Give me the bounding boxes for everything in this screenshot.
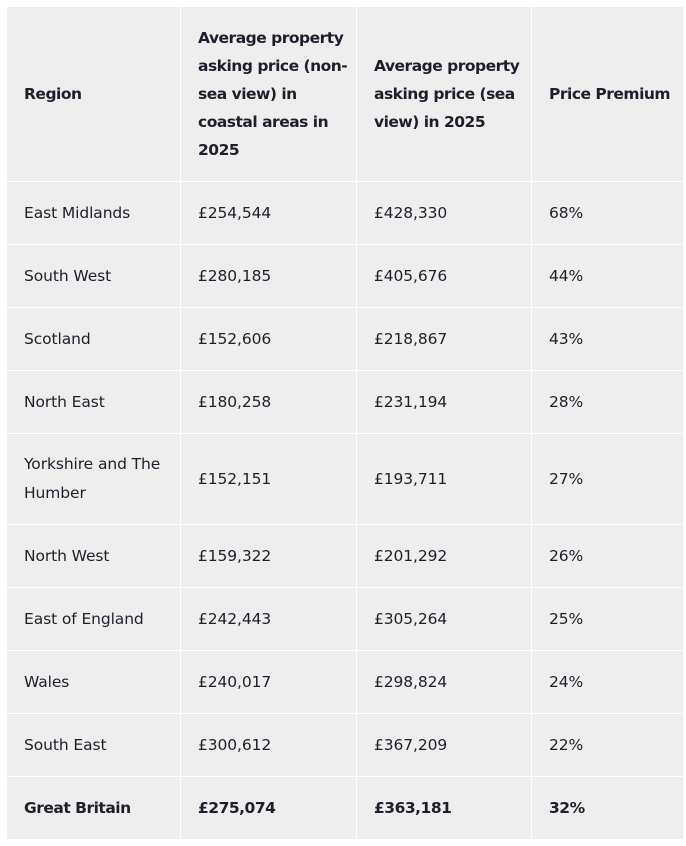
- table-row: East Midlands £254,544 £428,330 68%: [7, 182, 683, 245]
- header-region: Region: [7, 7, 181, 182]
- table-row: East of England £242,443 £305,264 25%: [7, 588, 683, 651]
- cell-non-sea-view-price: £254,544: [181, 182, 357, 245]
- cell-price-premium: 28%: [532, 371, 683, 434]
- table-total-row: Great Britain £275,074 £363,181 32%: [7, 777, 683, 839]
- cell-sea-view-price: £363,181: [357, 777, 532, 839]
- header-non-sea-view-price: Average property asking price (non-sea v…: [181, 7, 357, 182]
- cell-price-premium: 22%: [532, 714, 683, 777]
- cell-price-premium: 24%: [532, 651, 683, 714]
- cell-sea-view-price: £405,676: [357, 245, 532, 308]
- cell-price-premium: 25%: [532, 588, 683, 651]
- cell-non-sea-view-price: £280,185: [181, 245, 357, 308]
- cell-region: South East: [7, 714, 181, 777]
- cell-region: East Midlands: [7, 182, 181, 245]
- table-row: Scotland £152,606 £218,867 43%: [7, 308, 683, 371]
- table-row: Wales £240,017 £298,824 24%: [7, 651, 683, 714]
- table-row: North West £159,322 £201,292 26%: [7, 525, 683, 588]
- cell-sea-view-price: £298,824: [357, 651, 532, 714]
- cell-sea-view-price: £231,194: [357, 371, 532, 434]
- cell-region: Wales: [7, 651, 181, 714]
- header-price-premium: Price Premium: [532, 7, 683, 182]
- table-row: South East £300,612 £367,209 22%: [7, 714, 683, 777]
- cell-sea-view-price: £428,330: [357, 182, 532, 245]
- cell-sea-view-price: £305,264: [357, 588, 532, 651]
- cell-sea-view-price: £193,711: [357, 434, 532, 525]
- cell-sea-view-price: £201,292: [357, 525, 532, 588]
- cell-non-sea-view-price: £275,074: [181, 777, 357, 839]
- cell-region: Scotland: [7, 308, 181, 371]
- table-body: East Midlands £254,544 £428,330 68% Sout…: [7, 182, 683, 839]
- header-sea-view-price: Average property asking price (sea view)…: [357, 7, 532, 182]
- cell-non-sea-view-price: £300,612: [181, 714, 357, 777]
- cell-non-sea-view-price: £152,606: [181, 308, 357, 371]
- cell-sea-view-price: £218,867: [357, 308, 532, 371]
- cell-price-premium: 26%: [532, 525, 683, 588]
- cell-region: South West: [7, 245, 181, 308]
- table-header: Region Average property asking price (no…: [7, 7, 683, 182]
- cell-region: East of England: [7, 588, 181, 651]
- price-premium-table: Region Average property asking price (no…: [7, 7, 683, 839]
- cell-price-premium: 68%: [532, 182, 683, 245]
- cell-non-sea-view-price: £180,258: [181, 371, 357, 434]
- cell-price-premium: 32%: [549, 798, 585, 817]
- header-row: Region Average property asking price (no…: [7, 7, 683, 182]
- table-row: Yorkshire and The Humber £152,151 £193,7…: [7, 434, 683, 525]
- cell-region: Great Britain: [7, 777, 181, 839]
- table-row: South West £280,185 £405,676 44%: [7, 245, 683, 308]
- cell-non-sea-view-price: £152,151: [181, 434, 357, 525]
- cell-sea-view-price: £367,209: [357, 714, 532, 777]
- cell-price-premium: 43%: [532, 308, 683, 371]
- cell-non-sea-view-price: £242,443: [181, 588, 357, 651]
- price-premium-table-container: Region Average property asking price (no…: [7, 7, 683, 839]
- table-row: North East £180,258 £231,194 28%: [7, 371, 683, 434]
- cell-region: North East: [7, 371, 181, 434]
- cell-region: Yorkshire and The Humber: [7, 434, 181, 525]
- cell-price-premium: 44%: [532, 245, 683, 308]
- cell-non-sea-view-price: £240,017: [181, 651, 357, 714]
- cell-non-sea-view-price: £159,322: [181, 525, 357, 588]
- cell-region: North West: [7, 525, 181, 588]
- cell-price-premium: 27%: [532, 434, 683, 525]
